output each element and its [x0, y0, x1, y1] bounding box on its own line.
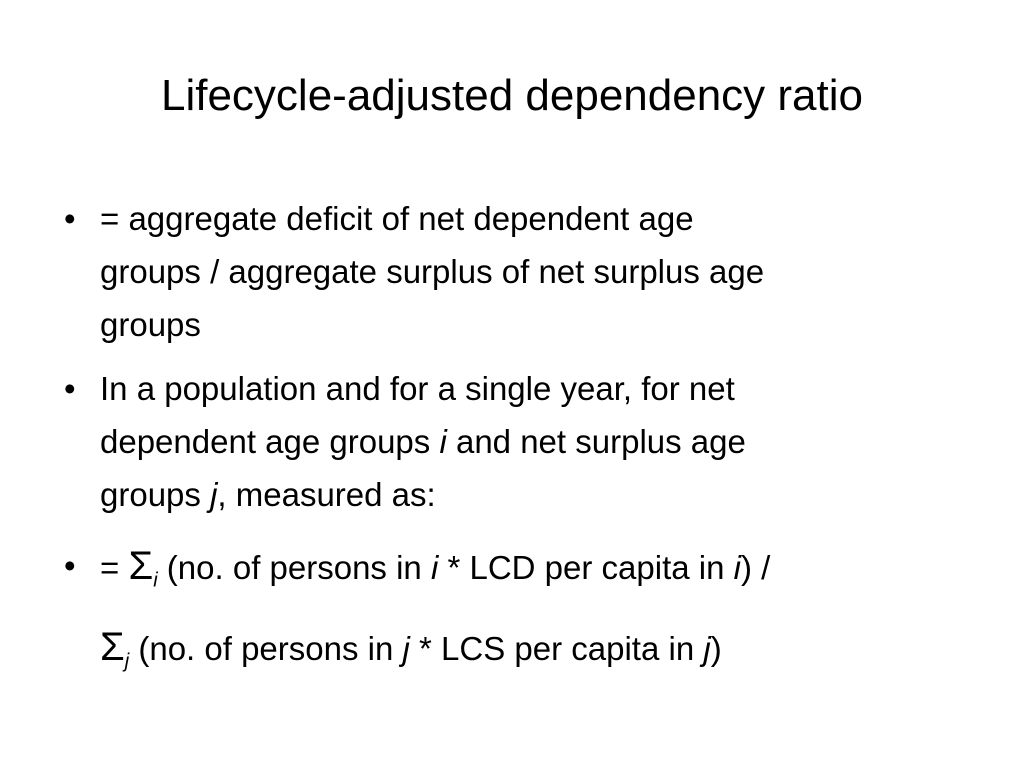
bullet-text-segment: dependent age groups: [100, 423, 440, 460]
bullet-list: • = aggregate deficit of net dependent a…: [64, 192, 954, 694]
formula-equals: =: [100, 549, 129, 586]
bullet-text-segment: groups: [100, 476, 211, 513]
bullet-item-context: • In a population and for a single year,…: [64, 362, 954, 521]
subscript-j: j: [124, 650, 130, 673]
formula-segment: * LCD per capita in: [438, 549, 734, 586]
bullet-dot: •: [64, 547, 76, 584]
bullet-text-line: groups / aggregate surplus of net surplu…: [100, 253, 765, 290]
sigma-symbol: Σ: [128, 544, 154, 588]
bullet-text-line: In a population and for a single year, f…: [100, 370, 735, 407]
sigma-symbol: Σ: [100, 624, 125, 669]
formula-segment: * LCS per capita in: [409, 629, 704, 667]
bullet-text-line: = aggregate deficit of net dependent age: [100, 200, 694, 237]
bullet-text-segment: and net surplus age: [446, 423, 746, 460]
subscript-i: i: [153, 569, 158, 592]
variable-i: i: [733, 549, 741, 586]
variable-i: i: [430, 549, 439, 586]
variable-j: j: [402, 629, 410, 667]
variable-j: j: [703, 629, 711, 667]
bullet-dot: •: [64, 200, 76, 237]
bullet-item-formula: • = Σi (no. of persons in i * LCD per ca…: [64, 533, 954, 694]
bullet-item-definition: • = aggregate deficit of net dependent a…: [64, 192, 954, 351]
formula-segment: ): [710, 629, 722, 667]
variable-i: i: [439, 423, 447, 460]
bullet-text-segment: , measured as:: [217, 476, 436, 513]
formula-segment: (no. of persons in: [129, 629, 403, 667]
variable-j: j: [210, 476, 218, 513]
formula-segment: ) /: [740, 549, 771, 586]
formula-segment: (no. of persons in: [157, 549, 431, 586]
bullet-dot: •: [64, 370, 76, 407]
slide-title: Lifecycle-adjusted dependency ratio: [160, 71, 863, 120]
bullet-text-line: groups: [100, 306, 201, 343]
